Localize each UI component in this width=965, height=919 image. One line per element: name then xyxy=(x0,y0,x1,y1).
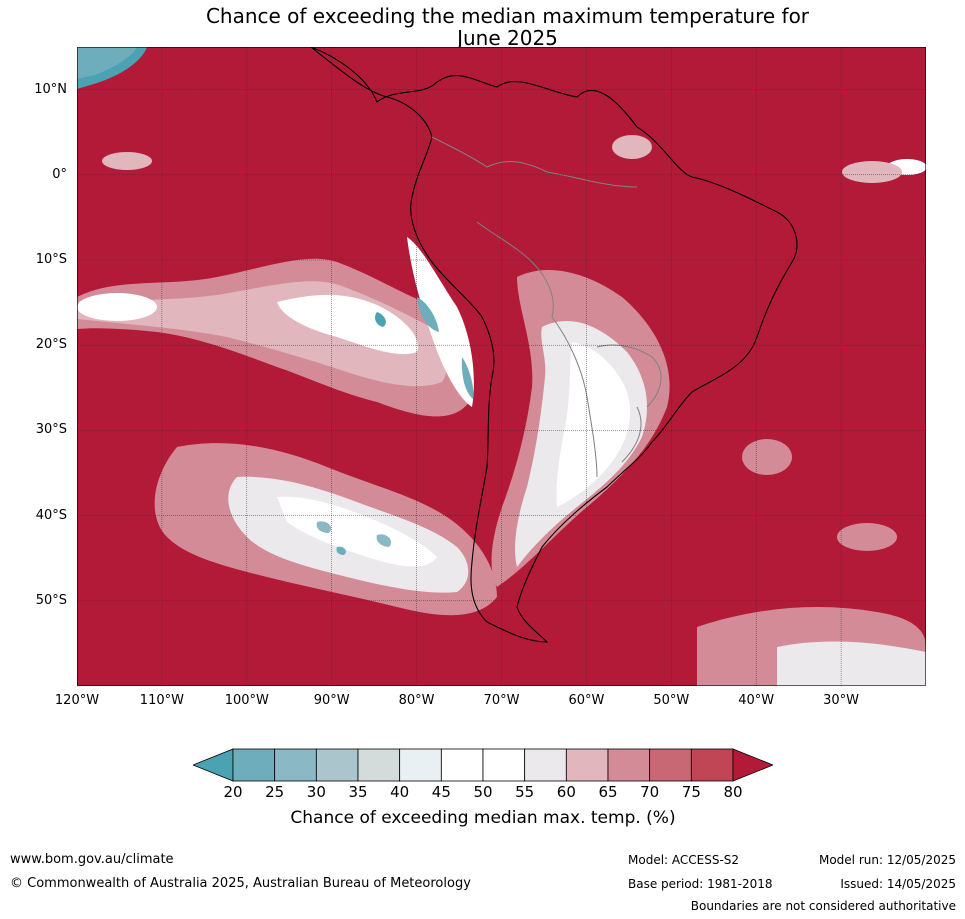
longitude-label: 110°W xyxy=(139,693,184,708)
country-border-1 xyxy=(431,136,548,173)
chart-title: Chance of exceeding the median maximum t… xyxy=(0,5,965,49)
colorbar-tick-label: 55 xyxy=(515,783,535,801)
map-canvas xyxy=(77,47,926,686)
colorbar xyxy=(193,748,773,782)
gridlines xyxy=(77,47,926,686)
pacific-low-spot xyxy=(375,312,386,327)
country-border-4 xyxy=(551,316,598,478)
colorbar-bin xyxy=(357,748,401,782)
peru-coast-low-2 xyxy=(461,357,474,399)
longitude-label: 30°W xyxy=(823,693,860,708)
pale-blob-4 xyxy=(612,135,652,159)
pale-blob-3 xyxy=(842,161,902,183)
title-line-2: June 2025 xyxy=(457,26,558,50)
colorbar-bin xyxy=(274,748,317,782)
latitude-label: 40°S xyxy=(35,507,67,523)
country-border-2 xyxy=(546,171,638,188)
country-border-3 xyxy=(476,221,554,318)
colorbar-tick-label: 40 xyxy=(390,783,410,801)
latitude-label: 20°S xyxy=(35,337,67,353)
colorbar-bin xyxy=(690,748,734,782)
colorbar-tick-label: 50 xyxy=(473,783,493,801)
colorbar-tick-label: 30 xyxy=(306,783,326,801)
colorbar-bin xyxy=(399,748,442,782)
copyright-text: © Commonwealth of Australia 2025, Austra… xyxy=(10,876,471,891)
colorbar-bin xyxy=(232,748,276,782)
colorbar-tick-label: 25 xyxy=(265,783,285,801)
model-run: Model run: 12/05/2025 xyxy=(818,853,956,867)
longitude-label: 100°W xyxy=(224,693,269,708)
colorbar-title: Chance of exceeding median max. temp. (%… xyxy=(290,808,676,828)
latitude-label: 0° xyxy=(52,166,67,182)
colorbar-tick-label: 35 xyxy=(348,783,368,801)
website-link[interactable]: www.bom.gov.au/climate xyxy=(10,852,174,867)
colorbar-tick-label: 20 xyxy=(223,783,243,801)
colorbar-bin xyxy=(649,748,692,782)
colorbar-tick-label: 60 xyxy=(556,783,576,801)
south-pacific-neutral xyxy=(277,496,437,567)
pale-blob-7 xyxy=(742,439,792,475)
longitude-label: 60°W xyxy=(568,693,605,708)
colorbar-tick-label: 80 xyxy=(723,783,743,801)
latitude-label: 50°S xyxy=(35,592,67,608)
base-period: Base period: 1981-2018 xyxy=(628,877,773,891)
longitude-label: 50°W xyxy=(653,693,690,708)
colorbar-bin xyxy=(565,748,609,782)
colorbar-bin xyxy=(607,748,651,782)
south-pacific-low-1 xyxy=(316,521,332,533)
colorbar-bins xyxy=(193,748,773,782)
longitude-label: 70°W xyxy=(483,693,520,708)
longitude-label: 90°W xyxy=(313,693,350,708)
latitude-label: 10°N xyxy=(34,81,67,97)
colorbar-extend-low xyxy=(193,748,234,782)
colorbar-bin xyxy=(315,748,359,782)
south-america-coastline xyxy=(310,47,798,643)
colorbar-tick-label: 70 xyxy=(640,783,660,801)
country-border-5 xyxy=(596,344,662,408)
colorbar-tick-label: 45 xyxy=(431,783,451,801)
colorbar-bin xyxy=(482,748,526,782)
south-pacific-low-3 xyxy=(336,546,346,555)
latitude-label: 10°S xyxy=(35,252,67,267)
latitude-label: 30°S xyxy=(35,422,67,438)
peru-coast-low-1 xyxy=(417,297,439,332)
peru-coast-neutral xyxy=(407,237,474,407)
pale-blob-1 xyxy=(102,152,152,170)
pale-blob-6 xyxy=(837,523,897,551)
pacific-neutral-band xyxy=(277,294,418,355)
longitude-label: 40°W xyxy=(738,693,775,708)
longitude-label: 120°W xyxy=(54,693,100,708)
colorbar-extend-high xyxy=(732,748,773,782)
colorbar-bin xyxy=(440,748,484,782)
issued-date: Issued: 14/05/2025 xyxy=(840,877,956,891)
colorbar-tick-label: 75 xyxy=(681,783,701,801)
colorbar-tick-label: 65 xyxy=(598,783,618,801)
low-probability-core xyxy=(77,47,137,79)
disclaimer: Boundaries are not considered authoritat… xyxy=(690,899,956,913)
interior-neutral xyxy=(556,342,631,507)
longitude-label: 80°W xyxy=(398,693,435,708)
pale-blob-5 xyxy=(77,293,157,321)
model-name: Model: ACCESS-S2 xyxy=(628,853,740,867)
map-background xyxy=(77,47,926,686)
south-pacific-low-2 xyxy=(376,534,392,547)
map-frame xyxy=(77,47,926,686)
probability-map xyxy=(77,47,926,686)
colorbar-bin xyxy=(524,748,567,782)
title-line-1: Chance of exceeding the median maximum t… xyxy=(205,4,810,28)
south-atlantic-pale xyxy=(777,641,926,686)
country-border-6 xyxy=(621,406,642,463)
